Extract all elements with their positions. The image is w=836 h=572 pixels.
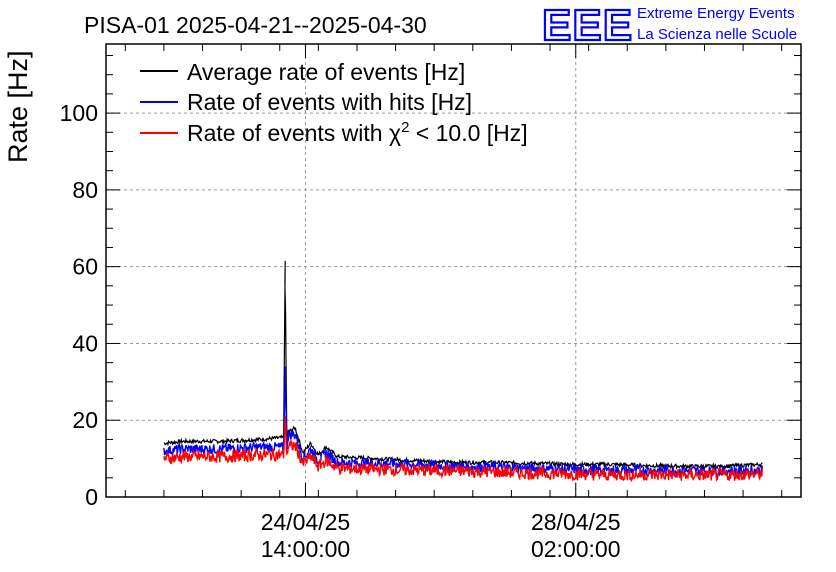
axis-ticks xyxy=(106,44,801,498)
series-line-hits xyxy=(163,366,764,479)
y-tick-label: 80 xyxy=(72,177,98,203)
y-tick-label: 60 xyxy=(72,254,98,280)
x-tick-label-date: 24/04/25 xyxy=(261,509,351,535)
legend: Average rate of events [Hz] Rate of even… xyxy=(140,59,528,146)
eee-logo: EEE Extreme Energy Events La Scienza nel… xyxy=(541,0,797,51)
legend-label-chi2: Rate of events with χ2 < 10.0 [Hz] xyxy=(187,119,528,146)
series-layer xyxy=(163,260,764,483)
legend-label-chi2-prefix: Rate of events with χ xyxy=(187,120,401,146)
x-tick-label-time: 02:00:00 xyxy=(531,536,621,562)
series-line-avg xyxy=(163,260,763,471)
eee-logo-line2: La Scienza nelle Scuole xyxy=(637,26,797,43)
y-axis-label: Rate [Hz] xyxy=(3,50,33,163)
y-tick-label: 0 xyxy=(85,484,98,510)
x-tick-label-time: 14:00:00 xyxy=(261,536,351,562)
x-tick-label-date: 28/04/25 xyxy=(531,509,621,535)
eee-logo-line1: Extreme Energy Events xyxy=(637,5,795,22)
plot-frame xyxy=(105,43,802,498)
y-tick-label: 100 xyxy=(60,100,98,126)
legend-label-hits: Rate of events with hits [Hz] xyxy=(187,89,472,115)
eee-logo-letters: EEE xyxy=(542,1,633,50)
grid-lines xyxy=(106,44,801,497)
y-tick-label: 40 xyxy=(72,330,98,356)
series-line-chi2 xyxy=(163,416,764,483)
legend-label-avg: Average rate of events [Hz] xyxy=(187,59,465,85)
y-tick-label: 20 xyxy=(72,407,98,433)
chart-title: PISA-01 2025-04-21--2025-04-30 xyxy=(84,12,427,38)
legend-label-chi2-suffix: < 10.0 [Hz] xyxy=(409,120,527,146)
legend-label-chi2-sup: 2 xyxy=(401,119,409,136)
